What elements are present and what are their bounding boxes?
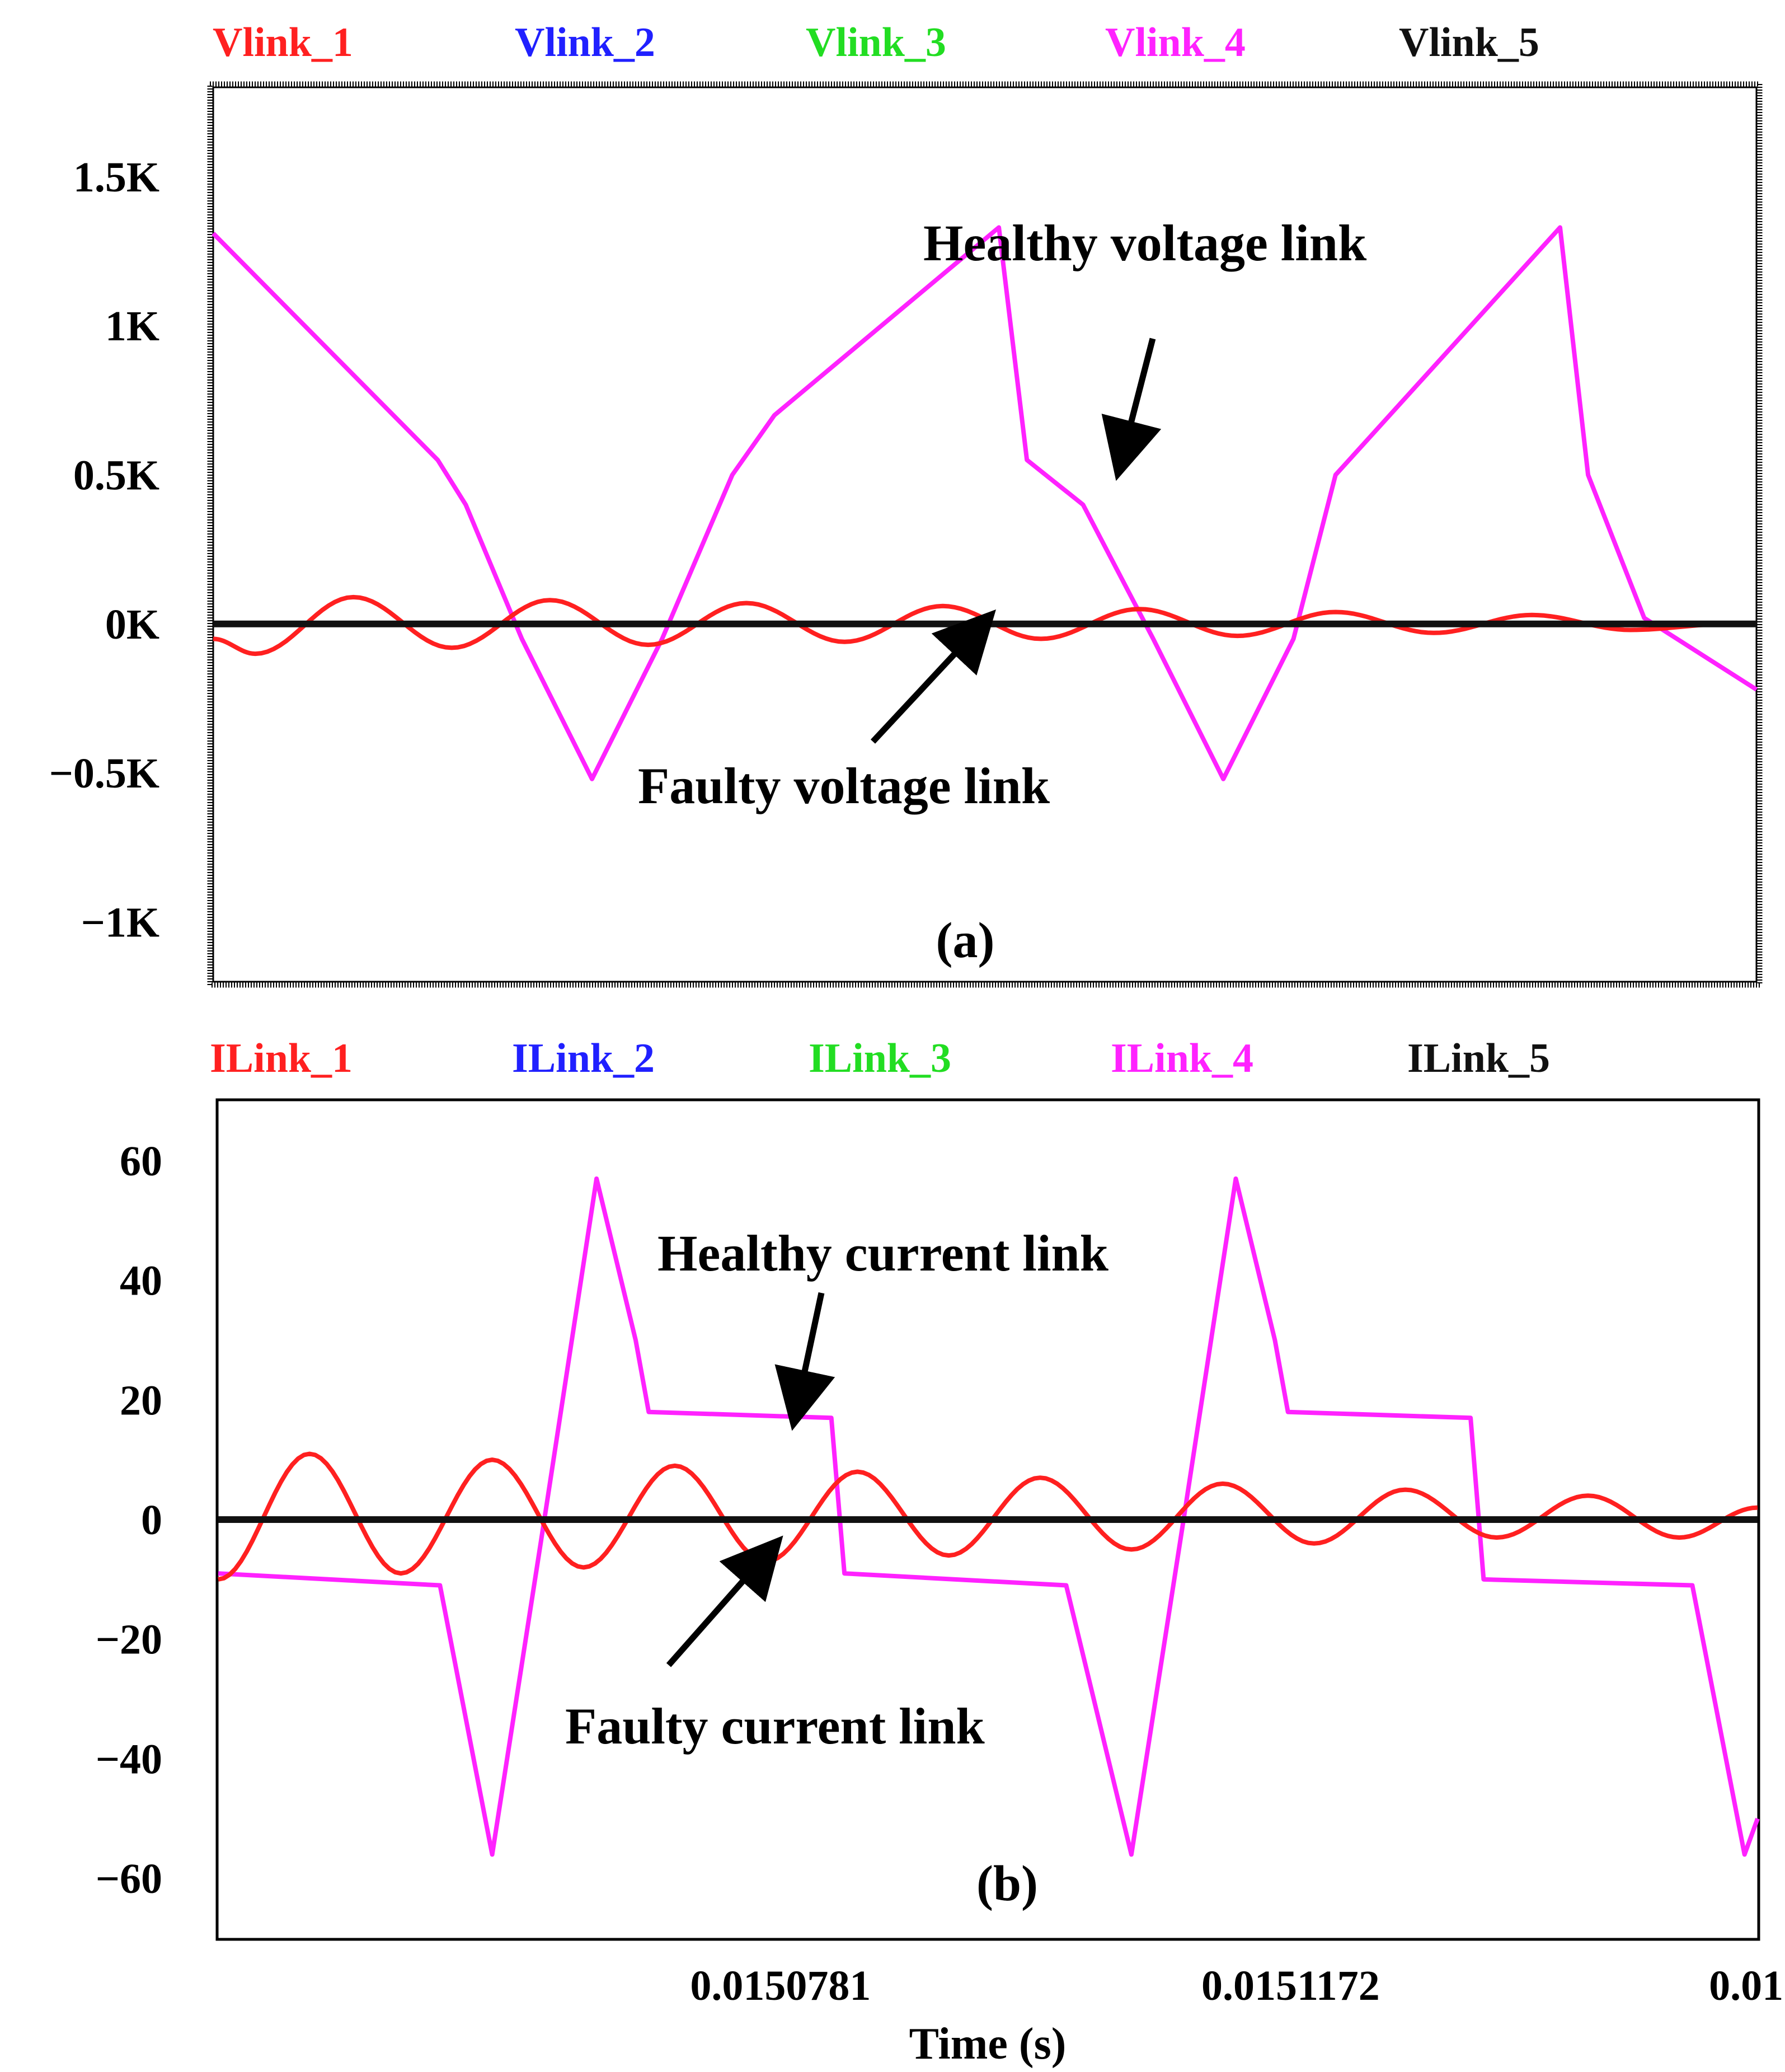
y-tick-label: −20 — [96, 1616, 162, 1663]
voltage-chart: Vlink_1 Vlink_2 Vlink_3 Vlink_4 Vlink_5 1.5K… — [49, 20, 1763, 988]
current-x-ticks: 0.0150781 0.0151172 0.0151562 — [690, 1962, 1785, 2009]
voltage-legend: Vlink_1 Vlink_2 Vlink_3 Vlink_4 Vlink_5 — [213, 20, 1539, 65]
x-tick-label: 0.0151562 — [1709, 1962, 1785, 2009]
voltage-plot-frame — [207, 81, 1763, 988]
current-series — [218, 1176, 1760, 1857]
legend-item-vlink-2: Vlink_2 — [515, 20, 655, 65]
voltage-y-ticks: 1.5K 1K 0.5K 0K −0.5K −1K — [49, 154, 159, 946]
y-tick-label: 1.5K — [73, 154, 159, 201]
y-tick-label: 0 — [141, 1497, 162, 1544]
y-tick-label: −0.5K — [49, 750, 159, 797]
y-tick-label: 0K — [105, 601, 159, 648]
y-tick-label: −60 — [96, 1855, 162, 1902]
legend-item-ilink-1: ILink_1 — [210, 1035, 353, 1081]
y-tick-label: 40 — [120, 1258, 162, 1305]
y-tick-label: −40 — [96, 1736, 162, 1783]
legend-item-ilink-5: ILink_5 — [1407, 1035, 1550, 1081]
voltage-series — [212, 225, 1758, 781]
annotation-healthy-voltage: Healthy voltage link — [923, 214, 1367, 271]
panel-label-b: (b) — [976, 1856, 1038, 1911]
y-tick-label: 1K — [105, 303, 159, 350]
annotation-faulty-current: Faulty current link — [565, 1698, 985, 1755]
legend-item-vlink-3: Vlink_3 — [806, 20, 946, 65]
annotation-healthy-current: Healthy current link — [657, 1225, 1109, 1282]
y-tick-label: 60 — [120, 1138, 162, 1185]
legend-item-ilink-4: ILink_4 — [1111, 1035, 1253, 1081]
arrow-faulty-current — [666, 1535, 783, 1667]
current-chart: ILink_1 ILink_2 ILink_3 ILink_4 ILink_5 60 40… — [96, 1035, 1785, 2069]
y-tick-label: −1K — [81, 899, 159, 946]
legend-item-vlink-1: Vlink_1 — [213, 20, 353, 65]
y-tick-label: 20 — [120, 1377, 162, 1424]
current-legend: ILink_1 ILink_2 ILink_3 ILink_4 ILink_5 — [210, 1035, 1550, 1081]
arrow-healthy-current — [774, 1292, 835, 1431]
voltage-plot-frame-inner — [212, 86, 1758, 983]
legend-item-vlink-4: Vlink_4 — [1105, 20, 1246, 65]
legend-item-vlink-5: Vlink_5 — [1399, 20, 1539, 65]
arrow-faulty-voltage — [870, 609, 996, 744]
current-y-ticks: 60 40 20 0 −20 −40 −60 — [96, 1138, 162, 1902]
current-plot-frame — [215, 1098, 1760, 1941]
series-line-ilink-4 — [218, 1176, 1760, 1857]
series-line-vlink-4 — [212, 225, 1758, 781]
arrow-healthy-voltage — [1101, 337, 1162, 481]
x-tick-label: 0.0151172 — [1201, 1962, 1380, 2009]
annotation-faulty-voltage: Faulty voltage link — [638, 757, 1050, 814]
y-tick-label: 0.5K — [73, 452, 159, 499]
x-tick-label: 0.0150781 — [690, 1962, 871, 2009]
panel-label-a: (a) — [936, 913, 995, 968]
x-axis-title: Time (s) — [909, 2019, 1067, 2069]
legend-item-ilink-3: ILink_3 — [809, 1035, 951, 1081]
legend-item-ilink-2: ILink_2 — [512, 1035, 655, 1081]
